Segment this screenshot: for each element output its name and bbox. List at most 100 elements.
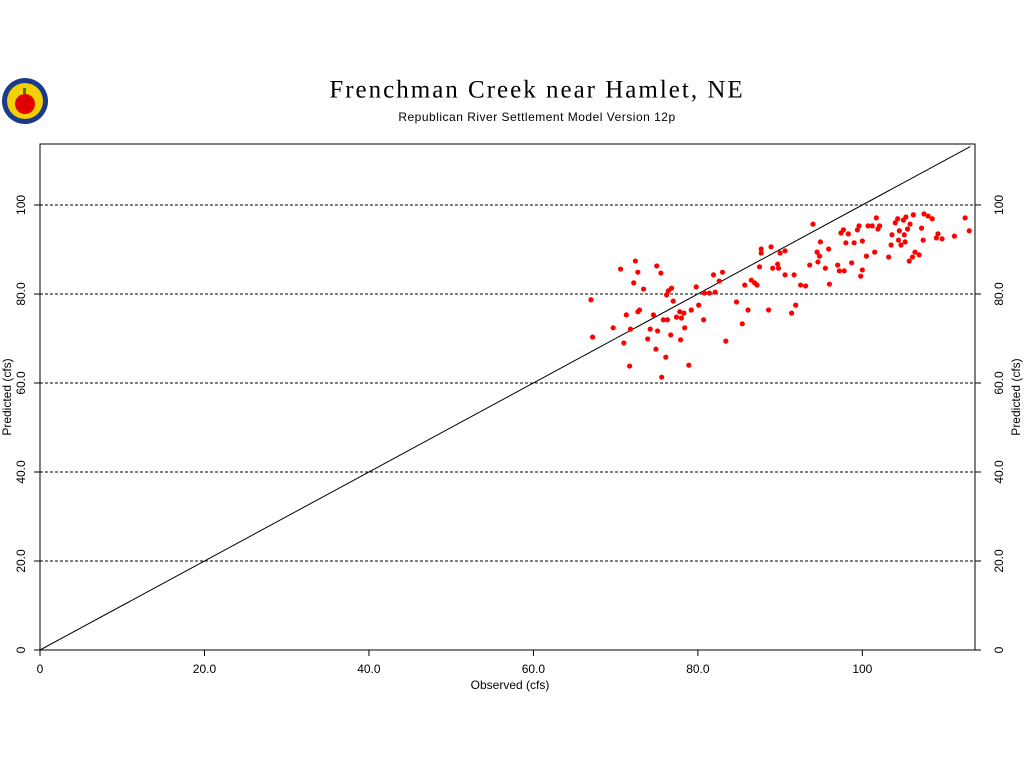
point [865, 223, 871, 229]
y2-tick-label: 80.0 [992, 282, 1006, 306]
point [688, 307, 694, 313]
y-tick-label: 80.0 [14, 282, 28, 306]
point [815, 259, 821, 265]
point [888, 242, 894, 248]
point [623, 312, 629, 318]
x-tick-label: 20.0 [193, 662, 217, 676]
point [775, 265, 782, 271]
point [896, 228, 902, 234]
y2-tick-label: 40.0 [992, 460, 1006, 484]
point [918, 225, 925, 231]
point [739, 321, 745, 327]
plot-frame [39, 143, 976, 651]
point [851, 240, 857, 246]
point [916, 252, 922, 258]
point [678, 315, 685, 321]
point [816, 253, 823, 259]
point [791, 272, 797, 278]
x-tick-label: 100 [852, 662, 872, 676]
point [869, 223, 875, 229]
point [933, 235, 939, 241]
point [904, 226, 911, 232]
point [610, 325, 616, 331]
point [889, 232, 895, 238]
point [843, 240, 849, 246]
point [673, 314, 680, 320]
point [621, 340, 627, 346]
point [712, 289, 718, 295]
point [617, 266, 624, 272]
point [588, 297, 594, 303]
point [872, 249, 878, 255]
point [789, 310, 795, 316]
point [921, 211, 927, 217]
point [632, 258, 638, 264]
point [903, 214, 909, 220]
point [877, 223, 883, 229]
point [659, 374, 665, 380]
y-tick-label: 20.0 [14, 549, 28, 573]
point [912, 249, 918, 255]
point [627, 326, 634, 332]
point [895, 237, 902, 243]
point [802, 283, 809, 289]
point [742, 282, 748, 288]
point [836, 268, 842, 274]
point [966, 228, 972, 234]
point [909, 254, 916, 260]
chart-title: Frenchman Creek near Hamlet, NE [329, 77, 744, 104]
point [654, 263, 660, 269]
point [858, 273, 864, 279]
x-tick-label: 40.0 [357, 662, 381, 676]
point [892, 220, 898, 226]
point [807, 262, 813, 268]
point [798, 282, 804, 288]
point [810, 221, 816, 227]
point [645, 336, 651, 342]
point [654, 328, 661, 334]
point [706, 290, 712, 296]
point [935, 231, 941, 237]
point [668, 332, 674, 338]
point [627, 363, 633, 369]
point [863, 253, 870, 259]
point [856, 223, 862, 229]
point [854, 227, 861, 233]
one-to-one-line [39, 146, 971, 651]
point [693, 284, 699, 290]
point [701, 317, 707, 323]
point [826, 281, 833, 287]
x-tick-label: 0 [37, 662, 44, 676]
y-tick-label: 40.0 [14, 460, 28, 484]
point [658, 270, 664, 276]
point [841, 268, 847, 274]
point [939, 236, 945, 242]
point [733, 299, 740, 305]
point [681, 310, 687, 316]
point [906, 258, 912, 264]
point [901, 232, 907, 238]
point [678, 337, 684, 343]
point [929, 216, 935, 222]
point [765, 307, 772, 313]
point [640, 286, 647, 292]
point [775, 261, 781, 267]
point [920, 237, 926, 243]
point [768, 244, 774, 250]
point [895, 216, 901, 222]
point [951, 233, 958, 239]
point [898, 242, 904, 248]
point [670, 298, 676, 304]
y-axis-label: Predicted (cfs) [0, 358, 14, 435]
x-tick-label: 60.0 [522, 662, 546, 676]
y-tick-label: 60.0 [14, 371, 28, 395]
logo [2, 78, 48, 124]
point [631, 280, 637, 286]
point [886, 254, 892, 260]
point [758, 250, 764, 256]
point [723, 338, 729, 344]
point [650, 312, 657, 318]
point [902, 239, 908, 245]
point [793, 302, 799, 308]
